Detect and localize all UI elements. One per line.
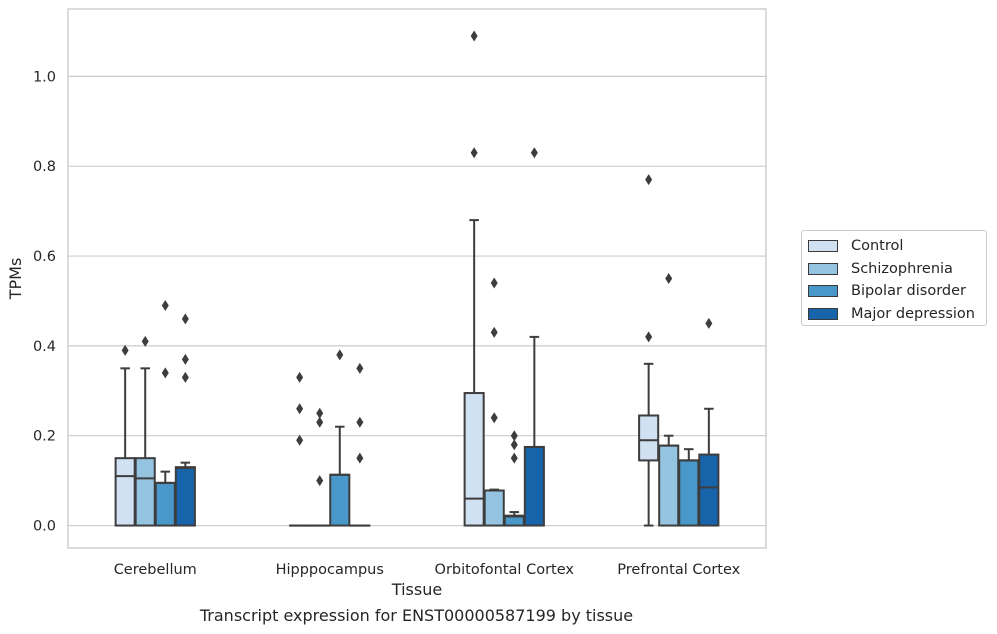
x-tick-label: Hipppocampus [276,562,384,578]
x-axis-label: Tissue [391,580,442,599]
outlier-point [181,371,189,383]
legend-label-major-depression: Major depression [851,305,975,322]
y-tick-label: 0.4 [33,339,56,355]
legend-item-control: Control [808,235,986,258]
outlier-point [705,317,713,329]
outlier-point [645,331,653,343]
x-tick-label: Prefrontal Cortex [617,562,740,578]
legend-swatch-control [808,240,838,253]
legend-item-schizophrenia: Schizophrenia [808,258,986,281]
outlier-point [141,335,149,347]
box-body [638,414,660,462]
outlier-point [296,371,304,383]
box-body [698,453,720,527]
outlier-point [121,344,129,356]
outlier-point [161,367,169,379]
y-tick-label: 0.8 [33,159,56,175]
outlier-point [490,326,498,338]
outlier-point [510,452,518,464]
x-tick-label: Orbitofontal Cortex [435,562,575,578]
outlier-point [356,416,364,428]
box-body [483,489,505,527]
outlier-point [490,277,498,289]
y-tick-label: 0.0 [33,519,56,535]
outlier-point [510,430,518,442]
outlier-point [296,434,304,446]
x-tick-label: Cerebellum [114,562,197,578]
legend-label-control: Control [851,238,904,255]
legend-label-bipolar-disorder: Bipolar disorder [851,283,966,300]
outlier-point [316,475,324,487]
legend: Control Schizophrenia Bipolar disorder M… [801,230,987,326]
y-tick-label: 1.0 [33,69,56,85]
outlier-point [181,353,189,365]
box-body [523,445,545,527]
box-body [134,457,156,527]
box-body [154,481,176,527]
outlier-point [470,30,478,42]
y-axis-label: TPMs [6,258,25,301]
outlier-point [296,403,304,415]
legend-swatch-major-depression [808,307,838,320]
figure-caption: Transcript expression for ENST0000058719… [199,606,634,625]
outlier-point [530,147,538,159]
outlier-point [665,273,673,284]
legend-swatch-schizophrenia [808,262,838,275]
box-body [329,473,351,527]
box-body [463,392,485,527]
y-tick-label: 0.2 [33,429,56,445]
outlier-point [645,174,653,186]
outlier-point [316,407,324,419]
outlier-point [336,349,344,361]
box-body [678,459,700,527]
y-tick-label: 0.6 [33,249,56,265]
outlier-point [490,412,498,424]
outlier-point [181,313,189,325]
outlier-point [161,299,169,311]
box-body [658,444,680,527]
outlier-point [470,147,478,159]
legend-item-major-depression: Major depression [808,303,986,326]
outlier-point [510,439,518,451]
box-body [174,466,196,527]
legend-swatch-bipolar-disorder [808,285,838,298]
outlier-point [356,362,364,374]
box-body [114,457,136,527]
legend-item-bipolar-disorder: Bipolar disorder [808,280,986,303]
outlier-point [316,416,324,428]
outlier-point [356,452,364,464]
legend-label-schizophrenia: Schizophrenia [851,260,953,277]
